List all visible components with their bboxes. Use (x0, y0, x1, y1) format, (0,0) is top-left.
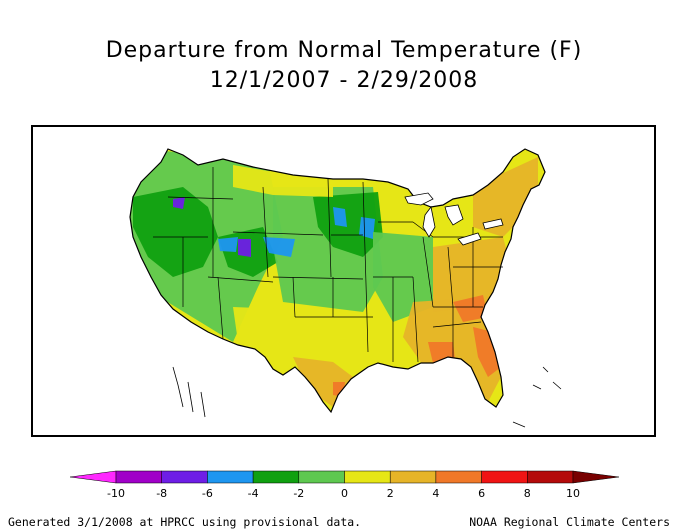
legend-tick-labels: -10 -8 -6 -4 -2 0 2 4 6 8 10 (107, 487, 580, 500)
legend-tick-label: 2 (387, 487, 394, 500)
coastal-islands (172, 366, 562, 428)
legend-bin (481, 470, 528, 484)
legend-tick-label: 10 (566, 487, 580, 500)
legend-tick-label: -8 (156, 487, 167, 500)
anomaly-region (233, 165, 333, 197)
generated-note: Generated 3/1/2008 at HPRCC using provis… (8, 515, 362, 529)
legend-tick-label: -2 (293, 487, 304, 500)
color-scale-legend: -10 -8 -6 -4 -2 0 2 4 6 8 10 (69, 470, 620, 500)
legend-tick-label: 0 (341, 487, 348, 500)
anomaly-region (173, 197, 185, 209)
legend-bin (207, 470, 254, 484)
anomaly-region (473, 157, 538, 237)
us-outline (129, 148, 546, 414)
legend-bin (161, 470, 208, 484)
legend-bin (252, 470, 300, 484)
anomaly-region (359, 217, 375, 239)
anomaly-region (333, 207, 347, 227)
legend-tick-label: 6 (478, 487, 485, 500)
legend-tick-label: -4 (248, 487, 259, 500)
legend-bin (435, 470, 482, 484)
map-title: Departure from Normal Temperature (F) (105, 38, 583, 63)
map-date-range: 12/1/2007 - 2/29/2008 (209, 68, 479, 93)
anomaly-region (433, 237, 511, 312)
legend-color-bins (69, 470, 620, 484)
us-temperature-map (129, 148, 562, 428)
anomaly-region (263, 237, 295, 257)
anomaly-shading (130, 149, 538, 407)
source-credit: NOAA Regional Climate Centers (469, 515, 670, 529)
legend-over-arrow (572, 470, 620, 484)
anomaly-region (218, 237, 238, 252)
legend-bin (115, 470, 162, 484)
anomaly-region (133, 187, 218, 277)
legend-bin (344, 470, 391, 484)
legend-tick-label: 4 (432, 487, 439, 500)
legend-tick-label: -10 (107, 487, 125, 500)
anomaly-region (313, 192, 383, 257)
anomaly-region (238, 239, 251, 257)
legend-tick-label: -6 (202, 487, 213, 500)
legend-bin (527, 470, 574, 484)
great-lakes (404, 192, 504, 246)
anomaly-region (233, 307, 373, 402)
legend-bin (389, 470, 437, 484)
map-frame (31, 125, 656, 437)
legend-bin (298, 470, 345, 484)
legend-tick-label: 8 (524, 487, 531, 500)
legend-under-arrow (69, 470, 117, 484)
anomaly-region (453, 295, 488, 322)
